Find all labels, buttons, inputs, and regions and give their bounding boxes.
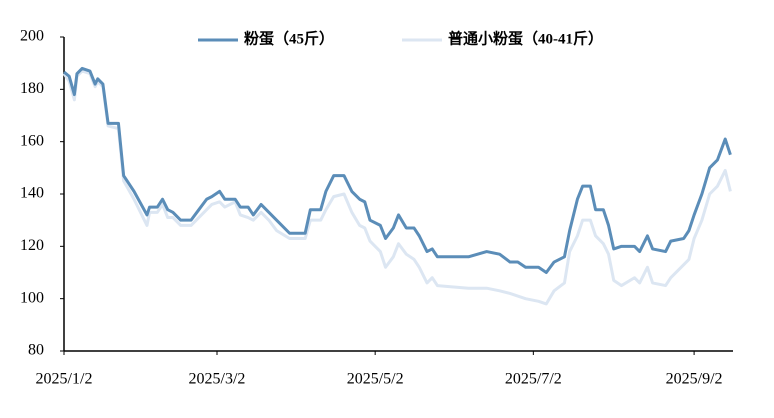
y-tick-label: 80 — [28, 342, 44, 359]
y-tick-label: 160 — [20, 132, 44, 149]
y-tick-label: 100 — [20, 289, 44, 306]
series-line — [63, 66, 732, 274]
series-line — [62, 69, 732, 306]
x-tick-label: 2025/7/2 — [505, 371, 562, 388]
x-tick-label: 2025/9/2 — [666, 371, 723, 388]
x-tick-label: 2025/5/2 — [347, 371, 404, 388]
x-tick-label: 2025/1/2 — [36, 371, 93, 388]
legend-label: 普通小粉蛋（40-41斤） — [448, 29, 603, 47]
legend-label: 粉蛋（45斤） — [244, 29, 334, 47]
y-tick-label: 120 — [20, 237, 44, 254]
y-tick-label: 200 — [20, 28, 44, 45]
y-tick-label: 140 — [20, 185, 44, 202]
x-tick-label: 2025/3/2 — [189, 371, 246, 388]
y-tick-label: 180 — [20, 80, 44, 97]
